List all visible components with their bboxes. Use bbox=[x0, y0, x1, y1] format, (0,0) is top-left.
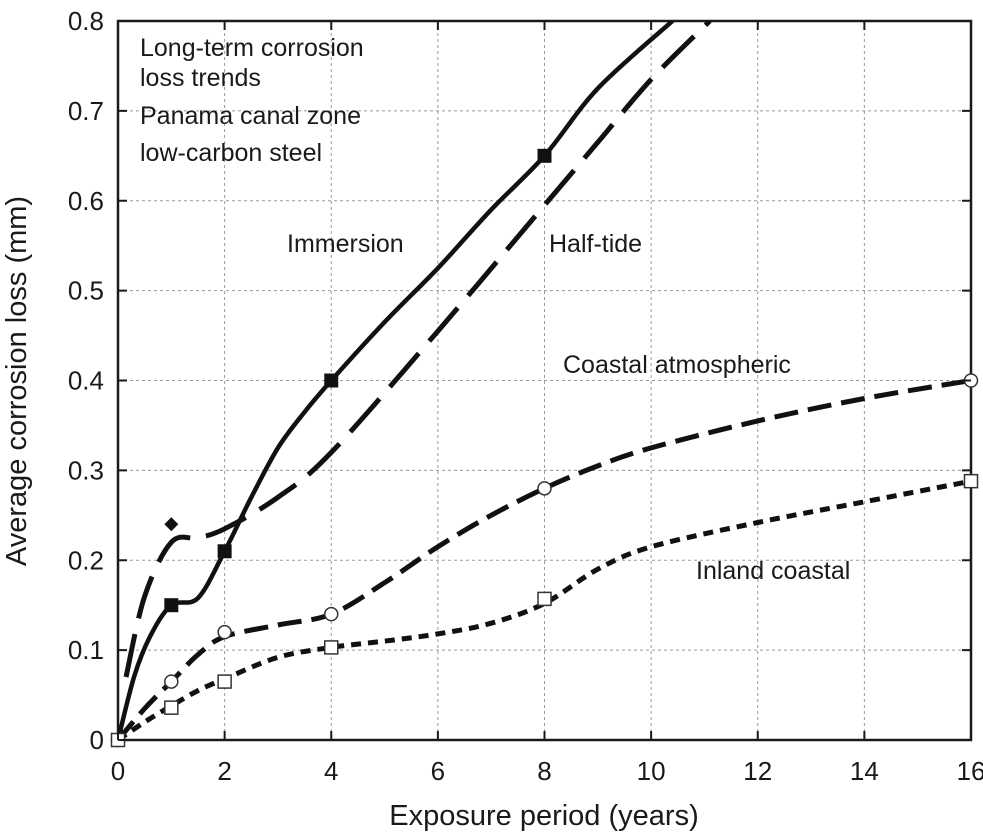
data-point-immersion bbox=[217, 544, 232, 559]
y-axis-ticks: 0 0.1 0.2 0.3 0.4 0.5 0.6 0.7 0.8 bbox=[68, 6, 971, 755]
marker-layer bbox=[110, 148, 979, 748]
x-tick-label: 4 bbox=[324, 756, 338, 786]
label-inland-coastal: Inland coastal bbox=[696, 557, 850, 585]
y-tick-label: 0.8 bbox=[68, 6, 104, 36]
data-point-immersion bbox=[324, 373, 339, 388]
data-point-coastal-atmospheric bbox=[164, 674, 179, 689]
data-point-inland-coastal bbox=[164, 700, 179, 715]
x-tick-label: 10 bbox=[637, 756, 666, 786]
y-tick-label: 0.3 bbox=[68, 455, 104, 485]
data-point-immersion bbox=[164, 598, 179, 613]
caption-line-2: loss trends bbox=[140, 64, 261, 92]
y-tick-label: 0.7 bbox=[68, 96, 104, 126]
x-axis-ticks: 0 2 4 6 8 10 12 14 16 bbox=[111, 21, 983, 786]
data-point-immersion bbox=[537, 148, 552, 163]
x-tick-label: 2 bbox=[217, 756, 231, 786]
series-line-inland-coastal bbox=[118, 478, 971, 740]
x-tick-label: 14 bbox=[850, 756, 879, 786]
data-point-coastal-atmospheric bbox=[537, 481, 552, 496]
y-axis-title: Average corrosion loss (mm) bbox=[1, 196, 33, 566]
y-tick-label: 0.5 bbox=[68, 276, 104, 306]
data-point-inland-coastal bbox=[537, 591, 552, 607]
x-axis-title: Exposure period (years) bbox=[389, 800, 698, 832]
data-point-inland-coastal bbox=[217, 674, 232, 689]
label-immersion: Immersion bbox=[287, 230, 404, 258]
label-coastal-atmospheric: Coastal atmospheric bbox=[563, 351, 791, 379]
grid-lines bbox=[118, 21, 971, 740]
y-tick-label: 0.4 bbox=[68, 366, 104, 396]
data-point-coastal-atmospheric bbox=[324, 606, 339, 622]
data-point-inland-coastal bbox=[324, 640, 339, 655]
caption-line-3: Panama canal zone bbox=[140, 102, 361, 130]
x-tick-label: 16 bbox=[957, 756, 983, 786]
y-tick-label: 0.1 bbox=[68, 635, 104, 665]
data-point-half-tide bbox=[164, 517, 179, 532]
caption-line-4: low-carbon steel bbox=[140, 139, 322, 167]
y-tick-label: 0 bbox=[90, 725, 104, 755]
series-line-coastal-atmospheric bbox=[118, 378, 971, 740]
data-point-inland-coastal bbox=[963, 473, 979, 489]
y-tick-label: 0.2 bbox=[68, 545, 104, 575]
x-tick-label: 6 bbox=[431, 756, 445, 786]
x-tick-label: 12 bbox=[743, 756, 772, 786]
series-line-half-tide bbox=[123, 21, 712, 678]
caption-line-1: Long-term corrosion bbox=[140, 34, 364, 62]
y-tick-label: 0.6 bbox=[68, 186, 104, 216]
x-tick-label: 0 bbox=[111, 756, 125, 786]
x-tick-label: 8 bbox=[537, 756, 551, 786]
chart-caption: Long-term corrosion loss trends Panama c… bbox=[140, 34, 364, 167]
label-half-tide: Half-tide bbox=[549, 230, 642, 258]
data-point-coastal-atmospheric bbox=[217, 624, 232, 640]
